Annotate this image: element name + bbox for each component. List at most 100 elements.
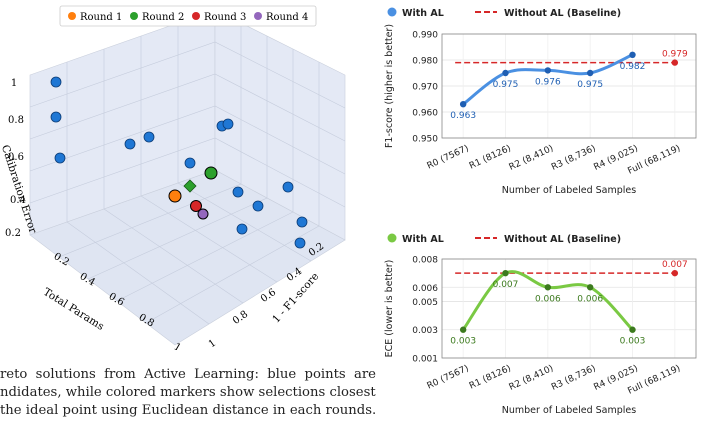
grid-line-z	[29, 105, 346, 175]
y-axis-label: ECE (lower is better)	[384, 260, 395, 358]
caption-word: reto	[0, 367, 28, 382]
with-al-point	[629, 326, 636, 333]
candidate-point	[296, 216, 308, 228]
caption-word: solutions	[35, 367, 96, 382]
y-tick-label: 0.990	[412, 31, 438, 41]
grid-line-x	[140, 36, 278, 283]
with-al-point	[544, 284, 552, 291]
x-tick-label: R2 (8,410)	[508, 144, 555, 173]
baseline-value-label: 0.979	[662, 50, 688, 60]
baseline-value-label: 0.007	[662, 260, 688, 270]
candidate-point	[294, 237, 306, 249]
legend-label: Round 2	[142, 12, 184, 23]
x-tick-label: 1	[172, 341, 183, 350]
caption-line-1: reto solutions from Active Learning: blue poin…	[0, 366, 376, 384]
legend-with-al-label: With AL	[402, 8, 444, 19]
x-tick-label: R3 (8,736)	[550, 364, 597, 393]
x-axis-label: Total Params	[41, 286, 106, 333]
y-tick-label: 1	[207, 338, 219, 350]
candidate-point	[50, 76, 62, 88]
data-value-label: 0.007	[493, 280, 519, 290]
with-al-point	[544, 67, 552, 74]
grid-line-z	[29, 137, 346, 208]
legend-with-al-marker	[387, 7, 397, 17]
data-value-label: 0.975	[577, 80, 603, 90]
candidate-point	[236, 223, 248, 235]
data-value-label: 0.003	[620, 337, 646, 347]
grid-line-x	[177, 23, 312, 262]
with-al-point	[459, 326, 467, 333]
data-value-label: 0.006	[577, 294, 603, 304]
legend-label: Round 1	[80, 12, 122, 23]
x-tick-label: R0 (7567)	[426, 364, 471, 392]
y-tick-label: 0.980	[412, 57, 438, 67]
grid-line-y	[116, 49, 294, 302]
legend-label: Round 4	[266, 12, 308, 23]
x-tick-label: R2 (8,410)	[508, 364, 555, 393]
y-tick-label: 0.8	[231, 309, 250, 327]
grid-line-z	[29, 41, 346, 109]
candidate-point	[282, 181, 294, 193]
data-value-label: 0.003	[450, 337, 476, 347]
legend-marker	[130, 12, 138, 20]
data-value-label: 0.976	[535, 77, 561, 87]
with-al-point	[502, 269, 509, 277]
round-1-selection	[168, 189, 182, 203]
caption-word: Active	[144, 367, 186, 382]
grid-line-z	[29, 73, 346, 142]
y-tick-label: 0.003	[412, 326, 438, 336]
caption-line-3: the ideal point using Euclidean distance…	[0, 403, 377, 418]
legend-baseline-label: Without AL (Baseline)	[504, 234, 621, 245]
x-tick-label: R0 (7567)	[426, 144, 471, 172]
legend-marker	[192, 12, 200, 20]
baseline-point	[671, 59, 679, 66]
plot-frame	[441, 33, 697, 139]
data-value-label: 0.006	[535, 294, 561, 304]
f1-score-chart: With AL Without AL (Baseline) 0.950 0.960 0.…	[380, 0, 706, 216]
x-axis-label: Number of Labeled Samples	[502, 405, 637, 416]
candidate-point	[252, 200, 264, 212]
floor-pane	[29, 169, 346, 346]
caption-word: are	[353, 367, 376, 382]
candidate-point	[143, 131, 155, 143]
x-tick-label: R3 (8,736)	[550, 144, 597, 173]
with-al-point	[502, 69, 509, 77]
ece-chart-svg: With AL Without AL (Baseline) 0.001 0.003 0.…	[384, 233, 697, 416]
data-value-label: 0.982	[620, 62, 646, 72]
x-tick-label: R1 (8126)	[468, 364, 513, 392]
f1-chart-svg: With AL Without AL (Baseline) 0.950 0.960 0.…	[384, 7, 697, 196]
grid-3d	[29, 23, 346, 325]
caption-word: from	[104, 367, 136, 382]
legend-label: Round 3	[204, 12, 246, 23]
y-tick-label: 0.006	[412, 284, 438, 294]
y-tick-label: 0.001	[412, 355, 438, 365]
ideal-point-marker	[183, 179, 197, 193]
points-3d	[50, 76, 308, 249]
z-tick-label: 0.4	[10, 195, 26, 206]
with-al-point	[459, 101, 467, 108]
y-tick-label: 0.960	[412, 109, 438, 119]
y-axis-label: F1-score (higher is better)	[384, 24, 395, 148]
with-al-point	[586, 69, 594, 77]
round-2-selection	[204, 166, 218, 180]
figure-caption: reto solutions from Active Learning: blue poin…	[0, 366, 380, 426]
caption-line-2: ndidates, while colored markers show sel…	[0, 385, 376, 400]
candidate-point	[232, 186, 244, 198]
y-tick-label: 0.970	[412, 83, 438, 93]
legend-with-al-marker	[387, 233, 397, 243]
legend-baseline-label: Without AL (Baseline)	[504, 8, 621, 19]
z-tick-label: 0.6	[8, 152, 24, 163]
legend-3d-items: Round 1 Round 2 Round 3 Round 4	[68, 12, 308, 23]
z-tick-label: 0.8	[8, 115, 24, 126]
legend-marker	[68, 12, 76, 20]
y-tick-label: 0.005	[412, 298, 438, 308]
candidate-point	[124, 138, 136, 150]
candidate-point	[50, 111, 62, 123]
caption-word: blue	[267, 367, 297, 382]
legend-3d	[59, 5, 317, 27]
x-axis-label: Number of Labeled Samples	[502, 185, 637, 196]
baseline-point	[671, 269, 679, 277]
with-al-point	[586, 284, 594, 291]
z-tick-label: 1	[11, 78, 17, 89]
plot-frame	[441, 258, 697, 359]
